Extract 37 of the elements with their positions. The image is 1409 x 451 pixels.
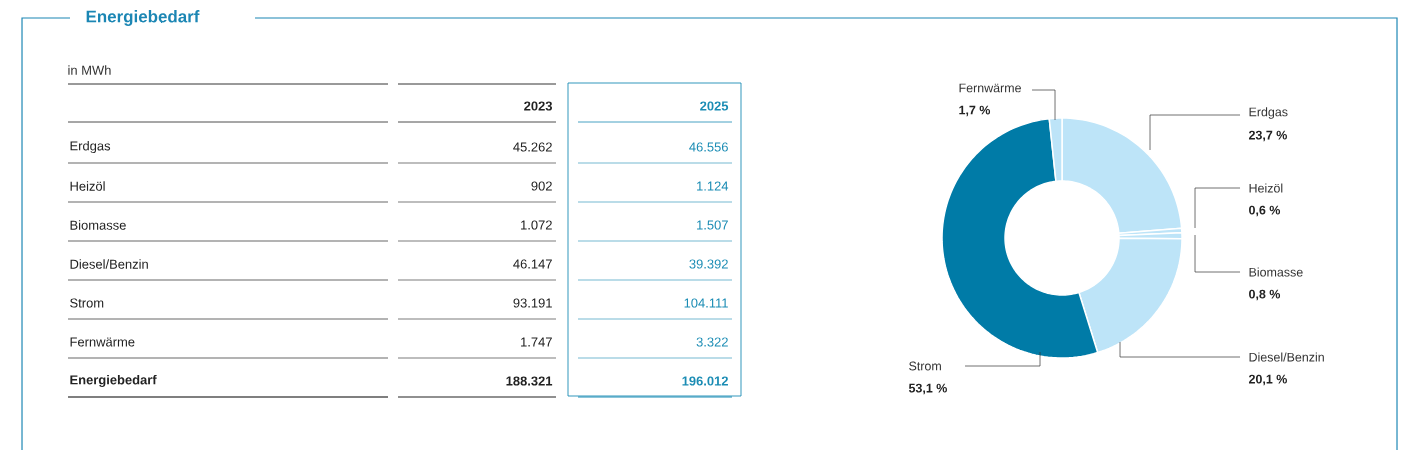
data-label: 93.191 bbox=[513, 298, 552, 308]
data-label: 53,1 % bbox=[908, 383, 947, 395]
data-label: 104.111 bbox=[684, 298, 728, 308]
slice-label: Strom bbox=[909, 361, 941, 371]
data-label: 196.012 bbox=[682, 376, 728, 386]
data-label: 1,7 % bbox=[959, 105, 991, 117]
slice-label: Erdgas bbox=[1249, 107, 1288, 120]
text: in MWh bbox=[68, 65, 111, 75]
data-label: 1.507 bbox=[697, 220, 728, 230]
category-label: Biomasse bbox=[70, 220, 126, 230]
data-label: 23,7 % bbox=[1248, 130, 1287, 142]
data-label: 902 bbox=[531, 181, 552, 191]
category-label: Energiebedarf bbox=[70, 375, 157, 388]
category-label: Strom bbox=[70, 298, 104, 308]
data-label: 3.322 bbox=[696, 337, 728, 347]
data-label: 188.321 bbox=[506, 376, 553, 386]
data-label: 20,1 % bbox=[1248, 374, 1287, 386]
data-label: 39.392 bbox=[689, 259, 728, 269]
slice-label: Diesel/Benzin bbox=[1249, 352, 1324, 362]
data-label: 46.556 bbox=[689, 142, 728, 152]
category-label: Fernwärme bbox=[70, 337, 135, 347]
slice-label: Biomasse bbox=[1249, 267, 1303, 277]
category-label: Diesel/Benzin bbox=[70, 259, 148, 269]
data-label: 0,6 % bbox=[1249, 205, 1281, 217]
text: Energiebedarf bbox=[86, 10, 200, 27]
category-label: Heizöl bbox=[70, 181, 105, 191]
legend-label: 2025 bbox=[700, 101, 729, 111]
category-label: Erdgas bbox=[70, 141, 111, 154]
slice-label: Heizöl bbox=[1249, 183, 1283, 193]
data-label: 1.124 bbox=[697, 181, 729, 191]
data-label: 1.747 bbox=[521, 337, 552, 347]
data-label: 46.147 bbox=[513, 259, 552, 269]
data-label: 45.262 bbox=[513, 142, 552, 152]
data-label: 0,8 % bbox=[1249, 289, 1281, 301]
data-label: 1.072 bbox=[521, 220, 552, 230]
legend-label: 2023 bbox=[524, 101, 553, 111]
slice-label: Fernwärme bbox=[959, 83, 1021, 93]
